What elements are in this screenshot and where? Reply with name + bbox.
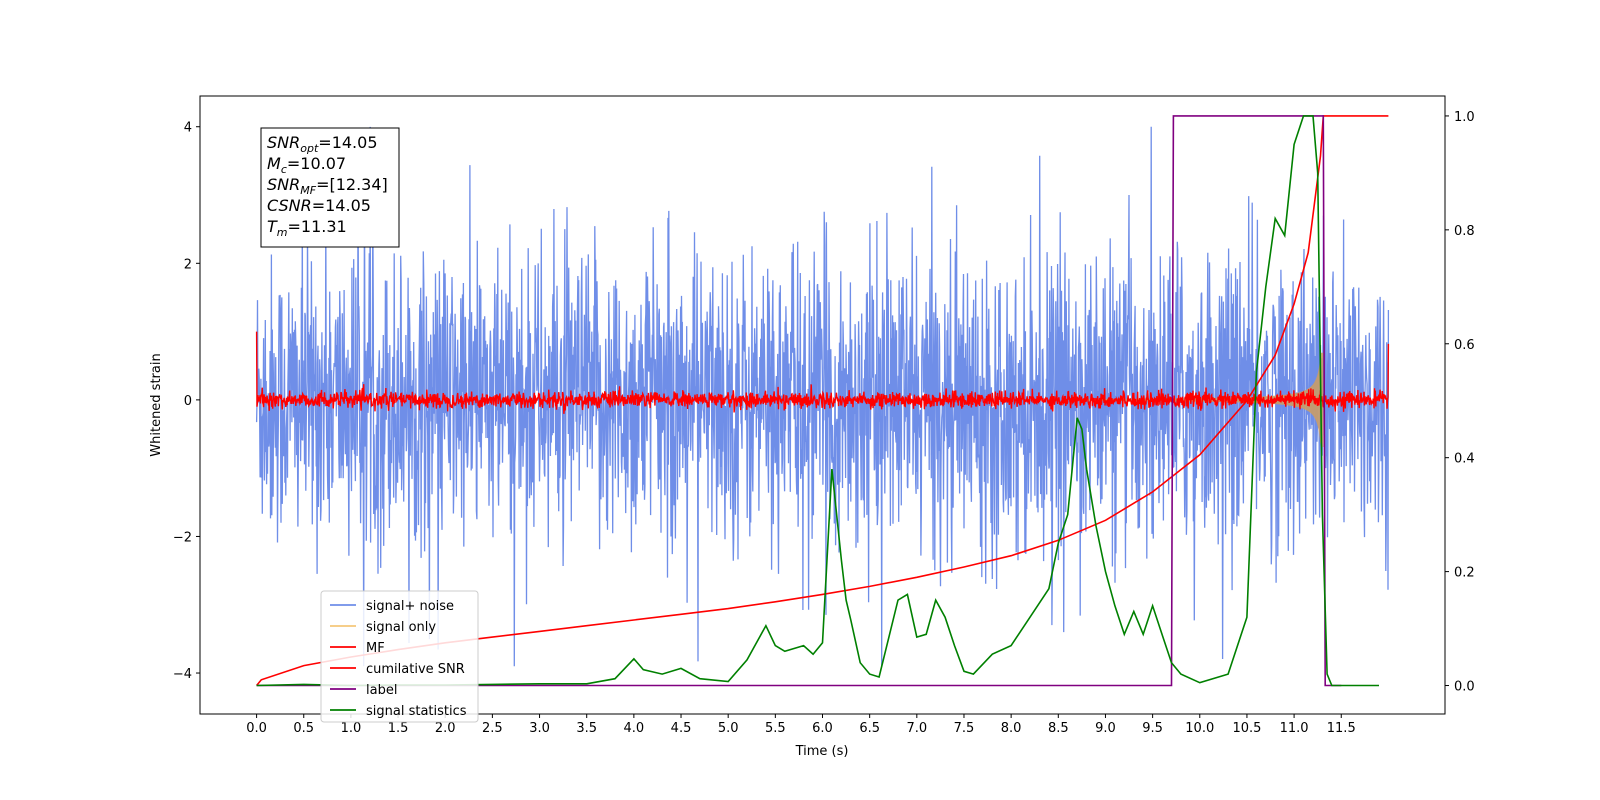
info-box-line: Tm=11.31 bbox=[267, 217, 347, 239]
y-tick-label-left: 2 bbox=[184, 257, 192, 272]
x-tick-label: 8.5 bbox=[1048, 721, 1069, 736]
x-tick-label: 9.0 bbox=[1095, 721, 1116, 736]
x-tick-label: 5.5 bbox=[765, 721, 786, 736]
y-axis-label: Whitened strain bbox=[149, 353, 164, 456]
legend: signal+ noise signal only MF cumilative SNR… bbox=[320, 590, 479, 723]
legend-label: label bbox=[366, 683, 397, 698]
y-tick-label-left: 4 bbox=[184, 121, 192, 136]
x-axis-label: Time (s) bbox=[795, 744, 849, 759]
y-tick-label-left: −4 bbox=[173, 667, 192, 682]
info-box-line: CSNR=14.05 bbox=[267, 196, 371, 215]
x-tick-label: 2.5 bbox=[482, 721, 503, 736]
y-tick-label-right: 0.2 bbox=[1454, 566, 1475, 581]
series-mf bbox=[255, 331, 1390, 414]
legend-frame bbox=[320, 590, 479, 723]
x-tick-label: 1.0 bbox=[341, 721, 362, 736]
x-tick-label: 6.5 bbox=[859, 721, 880, 736]
y-tick-label-right: 0.4 bbox=[1454, 452, 1475, 467]
x-tick-label: 10.5 bbox=[1232, 721, 1261, 736]
y-tick-label-left: 0 bbox=[184, 394, 192, 409]
x-tick-label: 4.5 bbox=[671, 721, 692, 736]
info-box: SNRopt=14.05Mc=10.07SNRMF=[12.34]CSNR=14… bbox=[260, 127, 400, 248]
x-tick-label: 2.0 bbox=[435, 721, 456, 736]
y-tick-label-left: −2 bbox=[173, 530, 192, 545]
info-box-line: Mc=10.07 bbox=[267, 154, 346, 176]
x-tick-label: 3.0 bbox=[529, 721, 550, 736]
x-tick-label: 7.5 bbox=[954, 721, 975, 736]
y-tick-label-right: 1.0 bbox=[1454, 110, 1475, 125]
y-tick-label-right: 0.0 bbox=[1454, 680, 1475, 695]
legend-label: signal only bbox=[366, 620, 436, 635]
info-box-line: SNRMF=[12.34] bbox=[267, 175, 388, 197]
x-tick-label: 3.5 bbox=[576, 721, 597, 736]
x-tick-label: 11.0 bbox=[1280, 721, 1309, 736]
legend-label: signal statistics bbox=[366, 704, 467, 719]
x-tick-label: 1.5 bbox=[388, 721, 409, 736]
y-tick-label-right: 0.6 bbox=[1454, 338, 1475, 353]
x-tick-label: 0.5 bbox=[293, 721, 314, 736]
info-box-frame bbox=[260, 127, 400, 248]
x-tick-label: 7.0 bbox=[906, 721, 927, 736]
y-tick-label-right: 0.8 bbox=[1454, 224, 1475, 239]
x-tick-label: 9.5 bbox=[1142, 721, 1163, 736]
legend-label: cumilative SNR bbox=[366, 662, 465, 677]
series-signal-noise bbox=[255, 126, 1390, 667]
legend-label: signal+ noise bbox=[366, 599, 454, 614]
x-tick-label: 0.0 bbox=[246, 721, 267, 736]
series-label bbox=[256, 115, 1342, 687]
legend-label: MF bbox=[366, 641, 385, 656]
x-tick-label: 10.0 bbox=[1185, 721, 1214, 736]
x-tick-label: 8.0 bbox=[1001, 721, 1022, 736]
x-tick-label: 5.0 bbox=[718, 721, 739, 736]
x-tick-label: 4.0 bbox=[624, 721, 645, 736]
x-tick-label: 11.5 bbox=[1327, 721, 1356, 736]
x-tick-label: 6.0 bbox=[812, 721, 833, 736]
series-signal-statistics bbox=[256, 115, 1379, 687]
info-box-line: SNRopt=14.05 bbox=[267, 133, 378, 155]
